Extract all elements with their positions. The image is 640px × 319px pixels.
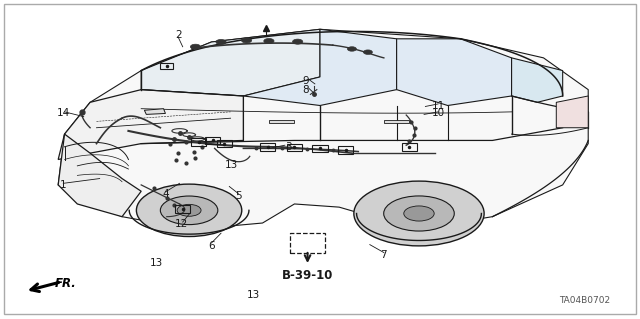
- Text: TA04B0702: TA04B0702: [559, 296, 611, 305]
- Bar: [191, 138, 206, 146]
- Circle shape: [136, 184, 242, 236]
- Text: 7: 7: [381, 250, 387, 260]
- Circle shape: [190, 44, 200, 49]
- Circle shape: [384, 196, 454, 231]
- Text: 13: 13: [150, 258, 163, 268]
- Polygon shape: [511, 58, 563, 102]
- Circle shape: [177, 204, 201, 216]
- Bar: [290, 233, 325, 253]
- Bar: [287, 144, 302, 151]
- Polygon shape: [243, 29, 397, 106]
- Circle shape: [161, 196, 218, 225]
- Bar: [402, 143, 417, 151]
- Bar: [216, 140, 232, 147]
- Polygon shape: [145, 109, 166, 115]
- Text: 13: 13: [225, 160, 239, 170]
- Bar: [161, 63, 173, 69]
- Bar: [260, 143, 275, 151]
- Text: 1: 1: [60, 180, 67, 190]
- Text: 8: 8: [303, 85, 309, 95]
- Polygon shape: [269, 120, 294, 123]
- Bar: [338, 146, 353, 154]
- Text: 2: 2: [175, 30, 182, 40]
- Text: FR.: FR.: [55, 277, 77, 290]
- Bar: [312, 145, 328, 152]
- Polygon shape: [58, 134, 141, 217]
- Circle shape: [241, 38, 252, 43]
- Polygon shape: [58, 29, 588, 229]
- Circle shape: [354, 181, 484, 246]
- Text: 9: 9: [303, 76, 309, 86]
- Circle shape: [292, 39, 303, 44]
- Bar: [175, 205, 190, 212]
- Polygon shape: [397, 39, 511, 106]
- Text: B-39-10: B-39-10: [282, 269, 333, 282]
- Text: 3: 3: [285, 142, 291, 152]
- Polygon shape: [58, 90, 243, 160]
- Text: 5: 5: [235, 191, 241, 201]
- Polygon shape: [141, 29, 320, 96]
- Text: 13: 13: [246, 290, 260, 300]
- Circle shape: [348, 47, 356, 51]
- Polygon shape: [556, 96, 588, 128]
- Circle shape: [216, 40, 226, 45]
- Text: 4: 4: [162, 189, 169, 199]
- Circle shape: [264, 39, 274, 44]
- Text: 10: 10: [431, 108, 445, 118]
- Text: 12: 12: [175, 219, 188, 229]
- Text: 6: 6: [208, 241, 215, 251]
- Polygon shape: [384, 120, 410, 123]
- Bar: [205, 137, 220, 144]
- Text: 14: 14: [57, 108, 70, 118]
- Text: 11: 11: [431, 100, 445, 110]
- Circle shape: [364, 50, 372, 54]
- Circle shape: [404, 206, 434, 221]
